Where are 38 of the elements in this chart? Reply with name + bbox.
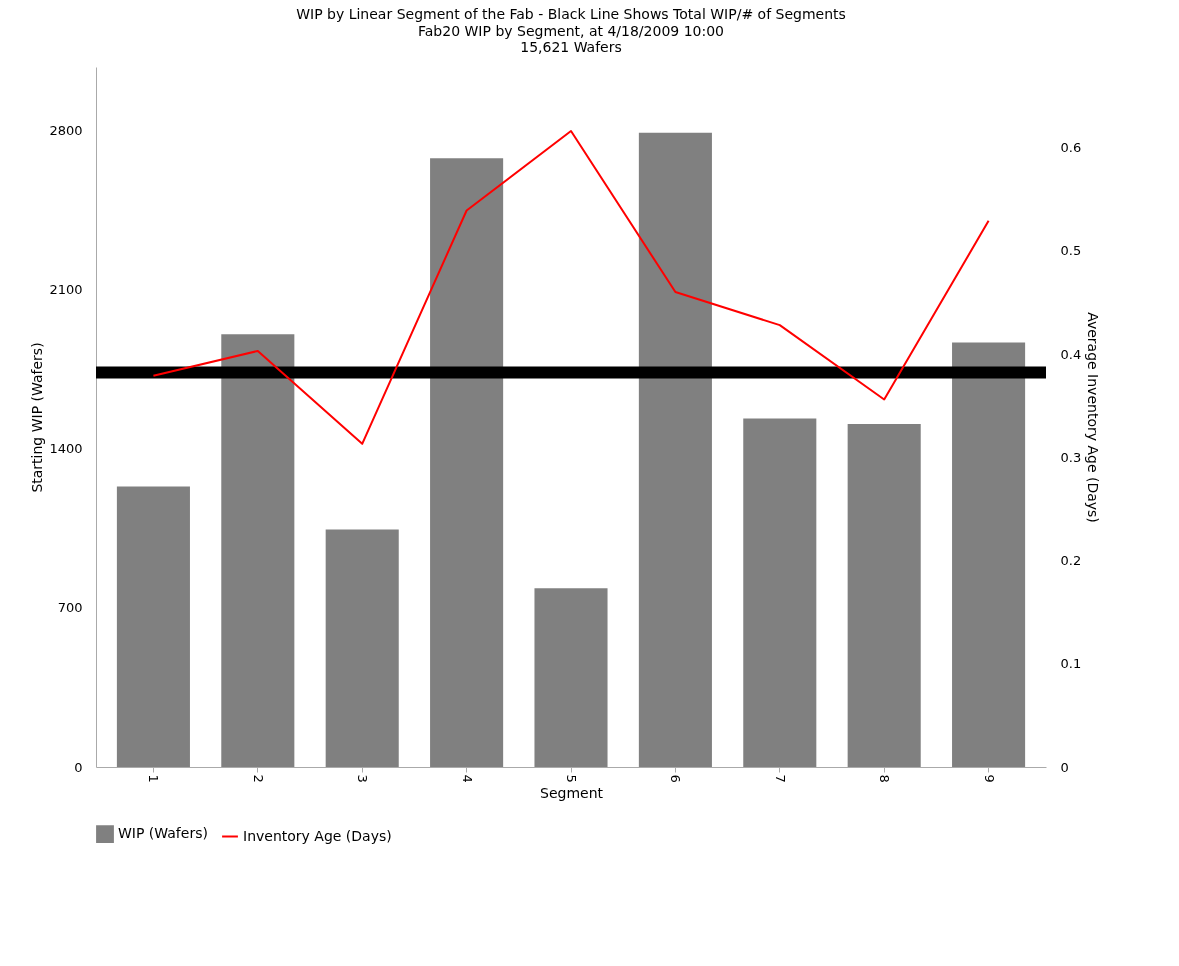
- y-axis-title: Starting WIP (Wafers): [29, 342, 46, 493]
- y2-tick-label: 0.4: [1060, 346, 1082, 362]
- x-tick-label: 3: [355, 774, 371, 783]
- bar: [430, 158, 504, 767]
- x-tick-label: 1: [146, 774, 162, 783]
- y-tick-label: 1400: [49, 441, 83, 457]
- x-axis-title: Segment: [540, 784, 604, 801]
- legend-label: WIP (Wafers): [118, 825, 208, 842]
- y2-tick-label: 0.3: [1060, 449, 1082, 465]
- y-tick-label: 2800: [49, 123, 83, 139]
- y2-tick-label: 0.6: [1060, 140, 1082, 156]
- y2-axis-title: Average Inventory Age (Days): [1085, 312, 1102, 523]
- x-tick-label: 6: [668, 774, 684, 783]
- x-tick-label: 7: [772, 774, 788, 783]
- x-tick-label: 9: [981, 774, 997, 783]
- x-tick-label: 8: [877, 774, 893, 783]
- bar: [221, 334, 295, 767]
- bar: [116, 486, 190, 767]
- y-tick-label: 700: [57, 600, 83, 616]
- chart-title: WIP by Linear Segment of the Fab - Black Line Shows Total WIP/# of Segments: [296, 6, 846, 22]
- bar: [638, 132, 712, 767]
- y2-tick-label: 0: [1060, 759, 1069, 775]
- bar: [534, 588, 608, 767]
- y-tick-label: 0: [74, 759, 83, 775]
- x-tick-label: 2: [250, 774, 266, 783]
- bar: [952, 342, 1026, 767]
- legend-label: Inventory Age (Days): [243, 827, 392, 844]
- y-tick-label: 2100: [49, 282, 83, 298]
- y2-tick-label: 0.1: [1060, 656, 1082, 672]
- line-series: [152, 130, 990, 445]
- y2-tick-label: 0.5: [1060, 243, 1082, 259]
- bar: [325, 529, 399, 767]
- y2-tick-label: 0.2: [1060, 553, 1082, 569]
- x-tick-label: 5: [564, 774, 579, 783]
- bar: [847, 424, 921, 767]
- chart-subtitle: Fab20 WIP by Segment, at 4/18/2009 10:00 15,621 Wafers: [418, 23, 724, 55]
- bar: [743, 418, 817, 767]
- x-tick-label: 4: [459, 774, 475, 783]
